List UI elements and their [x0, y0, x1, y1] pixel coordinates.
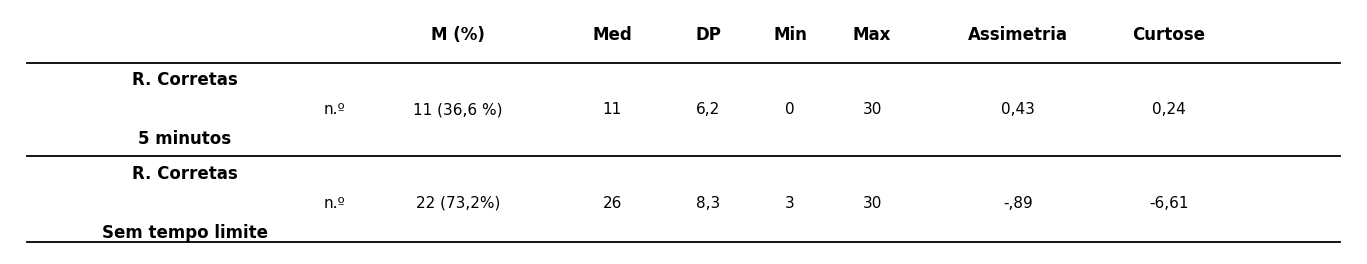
Text: Min: Min: [774, 26, 807, 44]
Text: -6,61: -6,61: [1150, 196, 1188, 211]
Text: 6,2: 6,2: [696, 102, 720, 117]
Text: R. Corretas: R. Corretas: [131, 71, 238, 89]
Text: 11: 11: [603, 102, 622, 117]
Text: M (%): M (%): [431, 26, 485, 44]
Text: 30: 30: [863, 102, 882, 117]
Text: 5 minutos: 5 minutos: [138, 130, 231, 148]
Text: n.º: n.º: [324, 196, 346, 211]
Text: 30: 30: [863, 196, 882, 211]
Text: -,89: -,89: [1003, 196, 1033, 211]
Text: 0,43: 0,43: [1002, 102, 1035, 117]
Text: n.º: n.º: [324, 102, 346, 117]
Text: Curtose: Curtose: [1132, 26, 1206, 44]
Text: R. Corretas: R. Corretas: [131, 165, 238, 183]
Text: 11 (36,6 %): 11 (36,6 %): [413, 102, 503, 117]
Text: 8,3: 8,3: [696, 196, 720, 211]
Text: 3: 3: [785, 196, 796, 211]
Text: Med: Med: [592, 26, 633, 44]
Text: 22 (73,2%): 22 (73,2%): [416, 196, 500, 211]
Text: DP: DP: [696, 26, 720, 44]
Text: Sem tempo limite: Sem tempo limite: [101, 224, 268, 242]
Text: 0,24: 0,24: [1152, 102, 1185, 117]
Text: Max: Max: [853, 26, 891, 44]
Text: 26: 26: [603, 196, 622, 211]
Text: Assimetria: Assimetria: [968, 26, 1069, 44]
Text: 0: 0: [785, 102, 796, 117]
